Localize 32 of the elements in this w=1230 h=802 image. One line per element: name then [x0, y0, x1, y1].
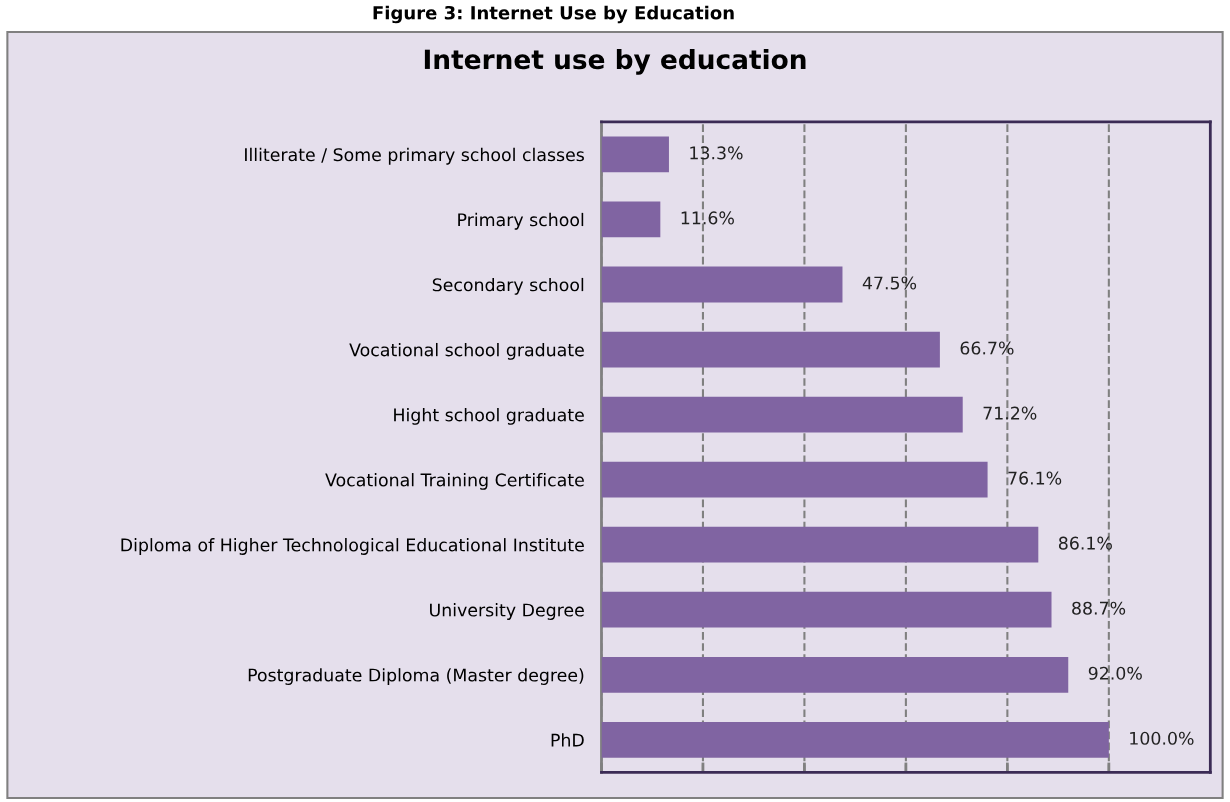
y-tick-label: Diploma of Higher Technological Educational Institute: [121, 538, 584, 555]
y-tick-label: University Degree: [430, 603, 584, 620]
bar: [601, 461, 988, 498]
data-label: 76.1%: [1008, 471, 1062, 485]
data-label: 13.3%: [690, 146, 743, 160]
bar: [601, 526, 1039, 563]
data-label: 92.0%: [1088, 666, 1142, 680]
y-tick-label: Vocational Training Certificate: [325, 473, 584, 490]
y-tick-label: PhD: [551, 733, 584, 747]
bar: [601, 331, 940, 368]
data-label: 86.1%: [1058, 536, 1112, 550]
y-tick-label: Secondary school: [432, 277, 584, 295]
data-label: 47.5%: [862, 276, 917, 290]
y-tick-label: Vocational school graduate: [349, 342, 584, 360]
data-label: 66.7%: [960, 341, 1014, 355]
bar: [601, 591, 1052, 628]
y-tick-label: Hight school graduate: [394, 408, 584, 425]
bar: [601, 201, 661, 238]
data-label: 88.7%: [1072, 601, 1126, 615]
y-tick-label: Illiterate / Some primary school classes: [245, 147, 584, 165]
data-label: 71.2%: [983, 406, 1037, 420]
data-label: 100.0%: [1130, 731, 1194, 745]
chart-title: Internet use by education: [424, 48, 806, 75]
bar: [601, 266, 843, 303]
caption: Figure 3: Internet Use by Education: [373, 5, 734, 24]
bar: [601, 656, 1069, 693]
data-label: 11.6%: [681, 211, 734, 225]
y-tick-label: Primary school: [458, 212, 584, 230]
bar: [601, 136, 669, 173]
bar: [601, 396, 963, 433]
bar: [601, 721, 1109, 758]
y-tick-label: Postgraduate Diploma (Master degree): [248, 668, 584, 685]
